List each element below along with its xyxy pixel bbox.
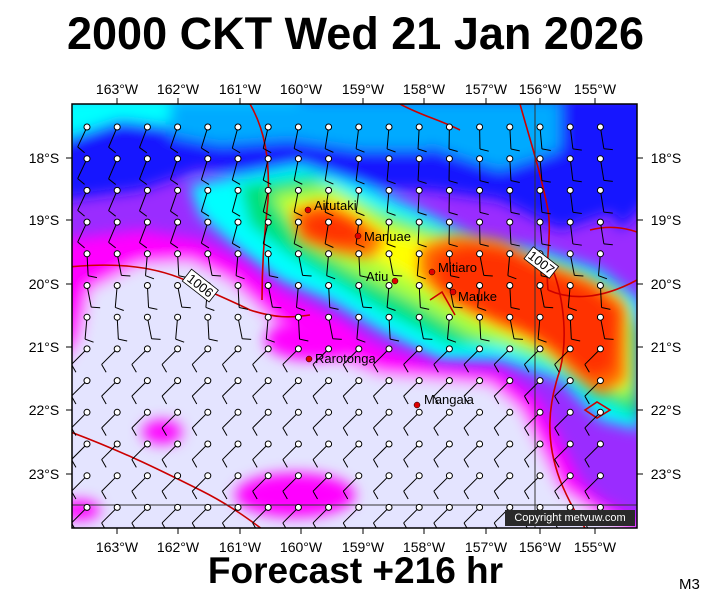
place-label-mauke: Mauke: [458, 289, 497, 304]
lat-label-right: 19°S: [651, 212, 682, 228]
lon-label-top: 159°W: [342, 81, 385, 97]
place-label-aitutaki: Aitutaki: [314, 198, 357, 213]
place-markers: Aitutaki Manuae Atiu Mitiaro Mauke Rarot…: [304, 198, 497, 409]
lon-label-top: 158°W: [403, 81, 446, 97]
rainfall-field: [72, 104, 637, 528]
place-label-mitiaro: Mitiaro: [438, 260, 477, 275]
lon-label-top: 162°W: [157, 81, 200, 97]
lon-label-top: 161°W: [219, 81, 262, 97]
lon-label-bottom: 161°W: [219, 539, 262, 555]
lon-label-top: 157°W: [465, 81, 508, 97]
place-label-mangaia: Mangaia: [424, 392, 475, 407]
lon-label-bottom: 157°W: [465, 539, 508, 555]
lon-label-bottom: 162°W: [157, 539, 200, 555]
latitude-labels-right: 18°S 19°S 20°S 21°S 22°S 23°S: [651, 150, 682, 482]
longitude-labels-bottom: 163°W 162°W 161°W 160°W 159°W 158°W 157°…: [96, 539, 617, 555]
lat-label-right: 23°S: [651, 466, 682, 482]
map-frame: [71, 103, 638, 529]
lon-label-bottom: 163°W: [96, 539, 139, 555]
latitude-labels-left: 18°S 19°S 20°S 21°S 22°S 23°S: [29, 150, 60, 482]
place-dot: [305, 355, 313, 363]
lon-label-bottom: 158°W: [403, 539, 446, 555]
wind-barbs: [72, 123, 614, 528]
page-title: 2000 CKT Wed 21 Jan 2026: [67, 8, 644, 59]
longitude-labels-top: 163°W 162°W 161°W 160°W 159°W 158°W 157°…: [96, 81, 617, 97]
lat-label-left: 21°S: [29, 339, 60, 355]
lon-label-top: 156°W: [519, 81, 562, 97]
copyright-badge: Copyright metvuw.com: [505, 510, 635, 526]
lon-label-top: 163°W: [96, 81, 139, 97]
place-label-rarotonga: Rarotonga: [315, 351, 376, 366]
lat-label-left: 23°S: [29, 466, 60, 482]
place-dot: [449, 288, 457, 296]
model-code: M3: [679, 576, 700, 593]
forecast-label: Forecast +216 hr: [207, 550, 504, 591]
lat-label-left: 18°S: [29, 150, 60, 166]
place-dot: [304, 206, 312, 214]
lat-label-right: 21°S: [651, 339, 682, 355]
place-dot: [413, 401, 421, 409]
place-dot: [391, 277, 399, 285]
lon-label-top: 155°W: [574, 81, 617, 97]
lon-label-bottom: 160°W: [280, 539, 323, 555]
graticule-ticks: [66, 98, 643, 534]
lat-label-left: 19°S: [29, 212, 60, 228]
place-label-atiu: Atiu: [366, 269, 388, 284]
lat-label-right: 22°S: [651, 402, 682, 418]
lat-label-right: 18°S: [651, 150, 682, 166]
lon-label-bottom: 159°W: [342, 539, 385, 555]
lon-label-bottom: 156°W: [519, 539, 562, 555]
lat-label-left: 20°S: [29, 276, 60, 292]
place-dot: [354, 232, 362, 240]
place-dot: [428, 268, 436, 276]
dateline-lines: [72, 104, 637, 528]
lon-label-bottom: 155°W: [574, 539, 617, 555]
lat-label-left: 22°S: [29, 402, 60, 418]
place-label-manuae: Manuae: [364, 229, 411, 244]
lon-label-top: 160°W: [280, 81, 323, 97]
lat-label-right: 20°S: [651, 276, 682, 292]
